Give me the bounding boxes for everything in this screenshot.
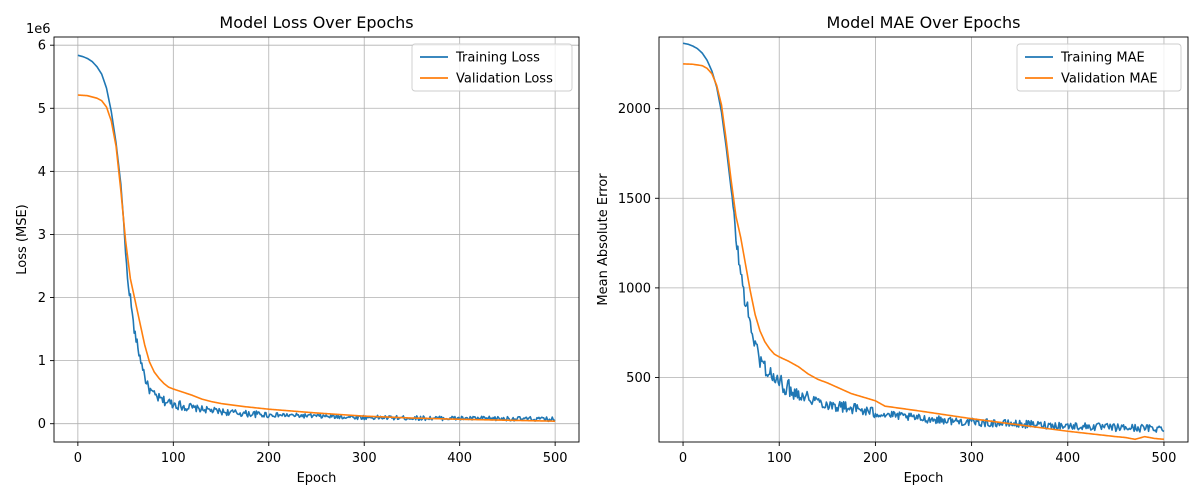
legend: Training MAE Validation MAE [1016,43,1182,92]
chart-title: Model Loss Over Epochs [219,13,413,32]
legend-box [1016,43,1182,92]
y-tick-label: 3 [38,228,46,243]
chart-panel-2: 0 100 200 300 400 500 500 1000 1500 2000 Model MAE… [596,13,1189,486]
x-tick-label: 100 [161,451,186,466]
y-tick-label: 500 [626,371,651,386]
x-tick-label: 200 [256,451,281,466]
x-tick-label: 300 [352,451,377,466]
legend: Training Loss Validation Loss [411,43,573,92]
series-line-1 [682,42,1165,433]
y-offset-label: 1e6 [26,22,51,37]
legend-label: Validation Loss [456,72,553,87]
series-line-1 [77,54,556,423]
x-tick-label: 400 [1055,451,1080,466]
y-tick-label: 0 [38,417,46,432]
x-tick-label: 200 [863,451,888,466]
y-tick-label: 2000 [618,102,651,117]
legend-label: Training MAE [1060,51,1145,66]
axes-frame [658,36,1189,443]
y-tick-label: 4 [38,165,46,180]
y-tick-label: 1500 [618,192,651,207]
series-line-2 [683,63,1165,441]
y-axis-label: Mean Absolute Error [596,173,611,306]
y-axis-label: Loss (MSE) [15,204,30,274]
y-tick-label: 1000 [618,281,651,296]
x-tick-label: 500 [543,451,568,466]
x-tick-label: 0 [74,451,82,466]
y-tick-label: 2 [38,291,46,306]
x-tick-label: 0 [679,451,687,466]
x-tick-label: 400 [447,451,472,466]
y-tick-label: 1 [38,354,46,369]
x-tick-label: 100 [767,451,792,466]
chart-panel-1: 0 100 200 300 400 500 0 1 2 3 4 5 6 Model Loss Over E… [15,13,580,486]
x-axis-label: Epoch [297,471,337,486]
y-tick-label: 5 [38,102,46,117]
x-tick-label: 500 [1152,451,1177,466]
x-axis-label: Epoch [904,471,944,486]
x-tick-label: 300 [959,451,984,466]
legend-label: Validation MAE [1061,72,1158,87]
axes-frame [53,36,580,443]
y-tick-label: 6 [38,39,46,54]
series-line-2 [77,94,556,422]
legend-label: Training Loss [455,51,540,66]
chart-title: Model MAE Over Epochs [827,13,1021,32]
legend-box [411,43,573,92]
